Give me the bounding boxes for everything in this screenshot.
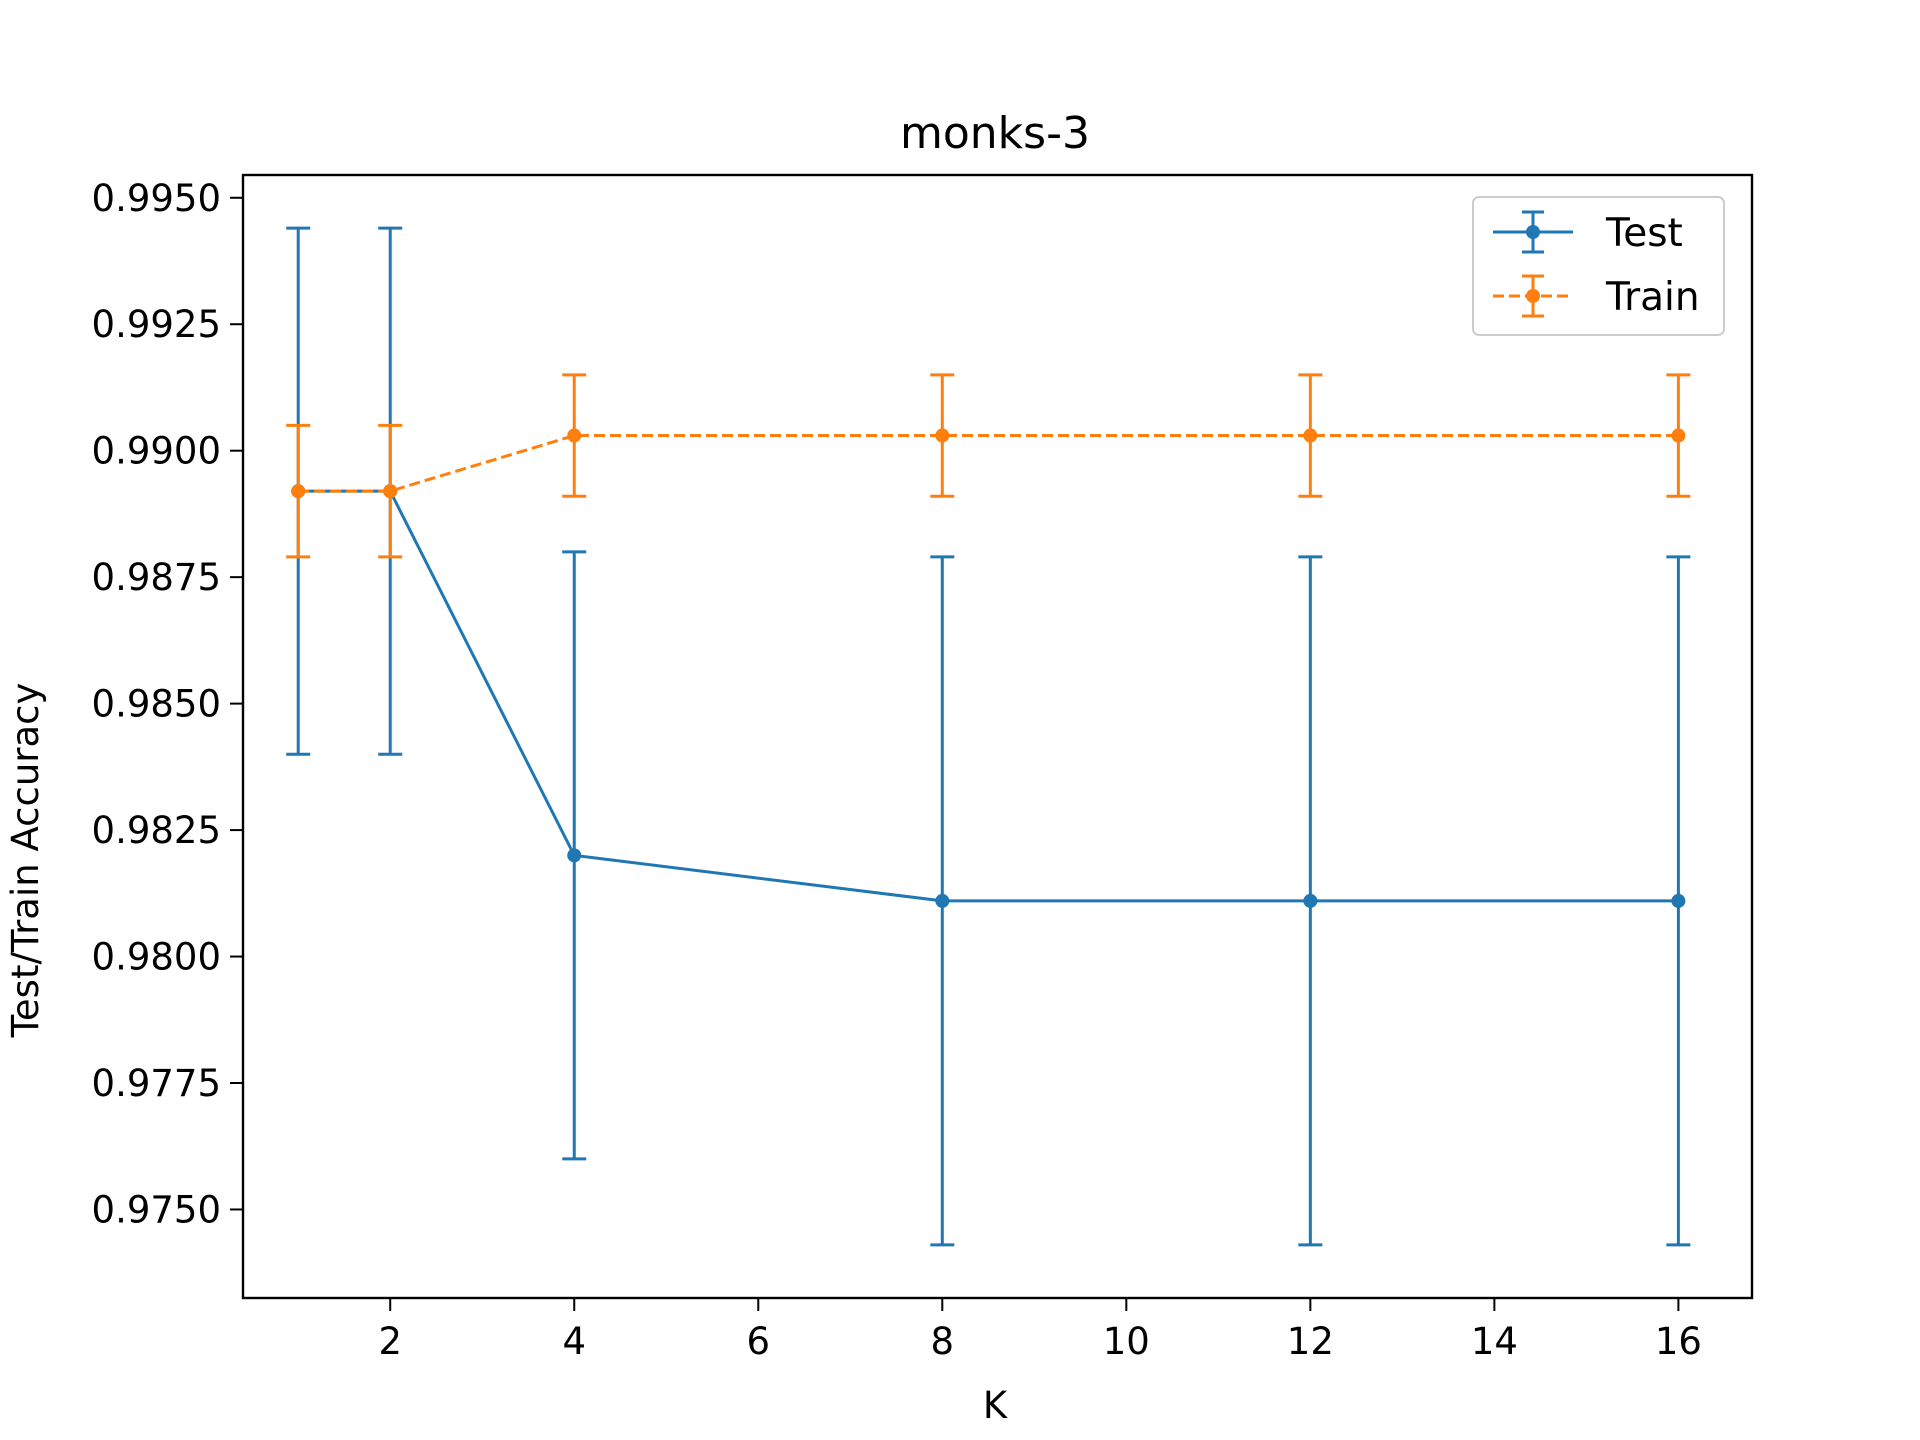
legend-label-test: Test <box>1605 211 1683 256</box>
x-tick-label: 12 <box>1287 1320 1334 1363</box>
x-axis: 2 4 6 8 10 12 14 16 <box>378 1298 1702 1363</box>
y-tick-label: 0.9775 <box>92 1062 221 1105</box>
plot-area <box>241 173 1754 1300</box>
train-data-point <box>383 484 398 499</box>
y-axis: 0.9750 0.9775 0.9800 0.9825 0.9850 0.9875 0.99… <box>92 177 243 1231</box>
y-tick-label: 0.9875 <box>92 556 221 599</box>
x-tick-label: 10 <box>1103 1320 1150 1363</box>
train-data-point <box>1671 428 1686 443</box>
x-tick-label: 16 <box>1655 1320 1702 1363</box>
train-data-point <box>567 428 582 443</box>
chart-title: monks-3 <box>900 108 1090 159</box>
test-data-point <box>1671 893 1686 908</box>
y-tick-label: 0.9925 <box>92 303 221 346</box>
y-tick-label: 0.9950 <box>92 177 221 220</box>
test-data-point <box>1303 893 1318 908</box>
y-tick-label: 0.9850 <box>92 683 221 726</box>
y-tick-label: 0.9750 <box>92 1188 221 1231</box>
legend-item-test: Test <box>1493 210 1683 256</box>
x-tick-label: 6 <box>746 1320 770 1363</box>
y-axis-label: Test/Train Accuracy <box>4 683 47 1039</box>
y-tick-label: 0.9825 <box>92 809 221 852</box>
series-test <box>286 226 1691 1247</box>
x-tick-label: 14 <box>1471 1320 1518 1363</box>
y-tick-label: 0.9800 <box>92 936 221 979</box>
legend-marker-test <box>1526 225 1540 239</box>
plot-frame <box>241 173 1754 1300</box>
train-series-line <box>298 434 1679 493</box>
train-data-point <box>1303 428 1318 443</box>
series-train <box>286 373 1691 559</box>
test-data-point <box>567 848 582 863</box>
x-axis-label: K <box>983 1384 1009 1427</box>
legend: Test Train <box>1472 196 1725 336</box>
legend-marker-train <box>1526 289 1540 303</box>
legend-item-train: Train <box>1493 274 1700 320</box>
y-tick-label: 0.9900 <box>92 430 221 473</box>
x-tick-label: 4 <box>562 1320 586 1363</box>
x-tick-label: 8 <box>931 1320 955 1363</box>
test-data-point <box>935 893 950 908</box>
train-data-point <box>935 428 950 443</box>
x-tick-label: 2 <box>378 1320 402 1363</box>
legend-label-train: Train <box>1605 275 1700 320</box>
test-series-line <box>298 489 1679 903</box>
train-data-point <box>291 484 306 499</box>
